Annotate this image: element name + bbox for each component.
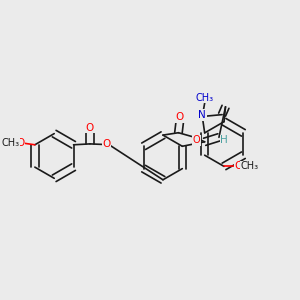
Text: CH₃: CH₃ xyxy=(196,93,214,103)
Text: O: O xyxy=(235,161,243,171)
Text: O: O xyxy=(86,122,94,133)
Text: O: O xyxy=(176,112,184,122)
Text: CH₃: CH₃ xyxy=(241,161,259,171)
Text: CH₃: CH₃ xyxy=(1,138,19,148)
Text: O: O xyxy=(103,140,111,149)
Text: O: O xyxy=(193,135,200,145)
Text: O: O xyxy=(17,138,25,148)
Text: H: H xyxy=(220,135,228,145)
Text: N: N xyxy=(198,110,206,120)
